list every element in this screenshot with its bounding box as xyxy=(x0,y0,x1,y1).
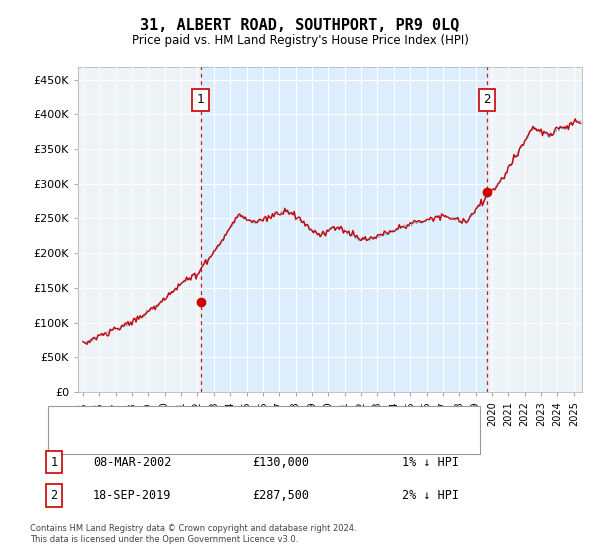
Text: 31, ALBERT ROAD, SOUTHPORT, PR9 0LQ (detached house): 31, ALBERT ROAD, SOUTHPORT, PR9 0LQ (det… xyxy=(99,413,407,423)
Text: This data is licensed under the Open Government Licence v3.0.: This data is licensed under the Open Gov… xyxy=(30,534,298,544)
Text: HPI: Average price, detached house, Sefton: HPI: Average price, detached house, Seft… xyxy=(99,435,326,445)
Text: 1% ↓ HPI: 1% ↓ HPI xyxy=(402,455,459,469)
Text: £287,500: £287,500 xyxy=(252,489,309,502)
Text: 1: 1 xyxy=(197,93,205,106)
Text: 2: 2 xyxy=(50,489,58,502)
Text: 2% ↓ HPI: 2% ↓ HPI xyxy=(402,489,459,502)
Text: ─────: ───── xyxy=(63,412,101,425)
Text: Contains HM Land Registry data © Crown copyright and database right 2024.: Contains HM Land Registry data © Crown c… xyxy=(30,524,356,533)
Text: 31, ALBERT ROAD, SOUTHPORT, PR9 0LQ: 31, ALBERT ROAD, SOUTHPORT, PR9 0LQ xyxy=(140,18,460,32)
Text: £130,000: £130,000 xyxy=(252,455,309,469)
Text: 08-MAR-2002: 08-MAR-2002 xyxy=(93,455,172,469)
Text: Price paid vs. HM Land Registry's House Price Index (HPI): Price paid vs. HM Land Registry's House … xyxy=(131,34,469,47)
Text: 1: 1 xyxy=(50,455,58,469)
Text: ─────: ───── xyxy=(63,433,101,446)
Text: 18-SEP-2019: 18-SEP-2019 xyxy=(93,489,172,502)
Bar xyxy=(200,67,487,392)
Text: 2: 2 xyxy=(484,93,491,106)
